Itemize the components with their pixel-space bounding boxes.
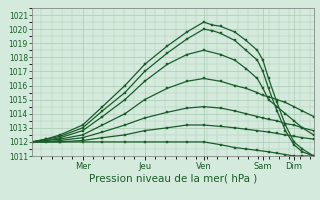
X-axis label: Pression niveau de la mer( hPa ): Pression niveau de la mer( hPa ) xyxy=(89,173,257,183)
